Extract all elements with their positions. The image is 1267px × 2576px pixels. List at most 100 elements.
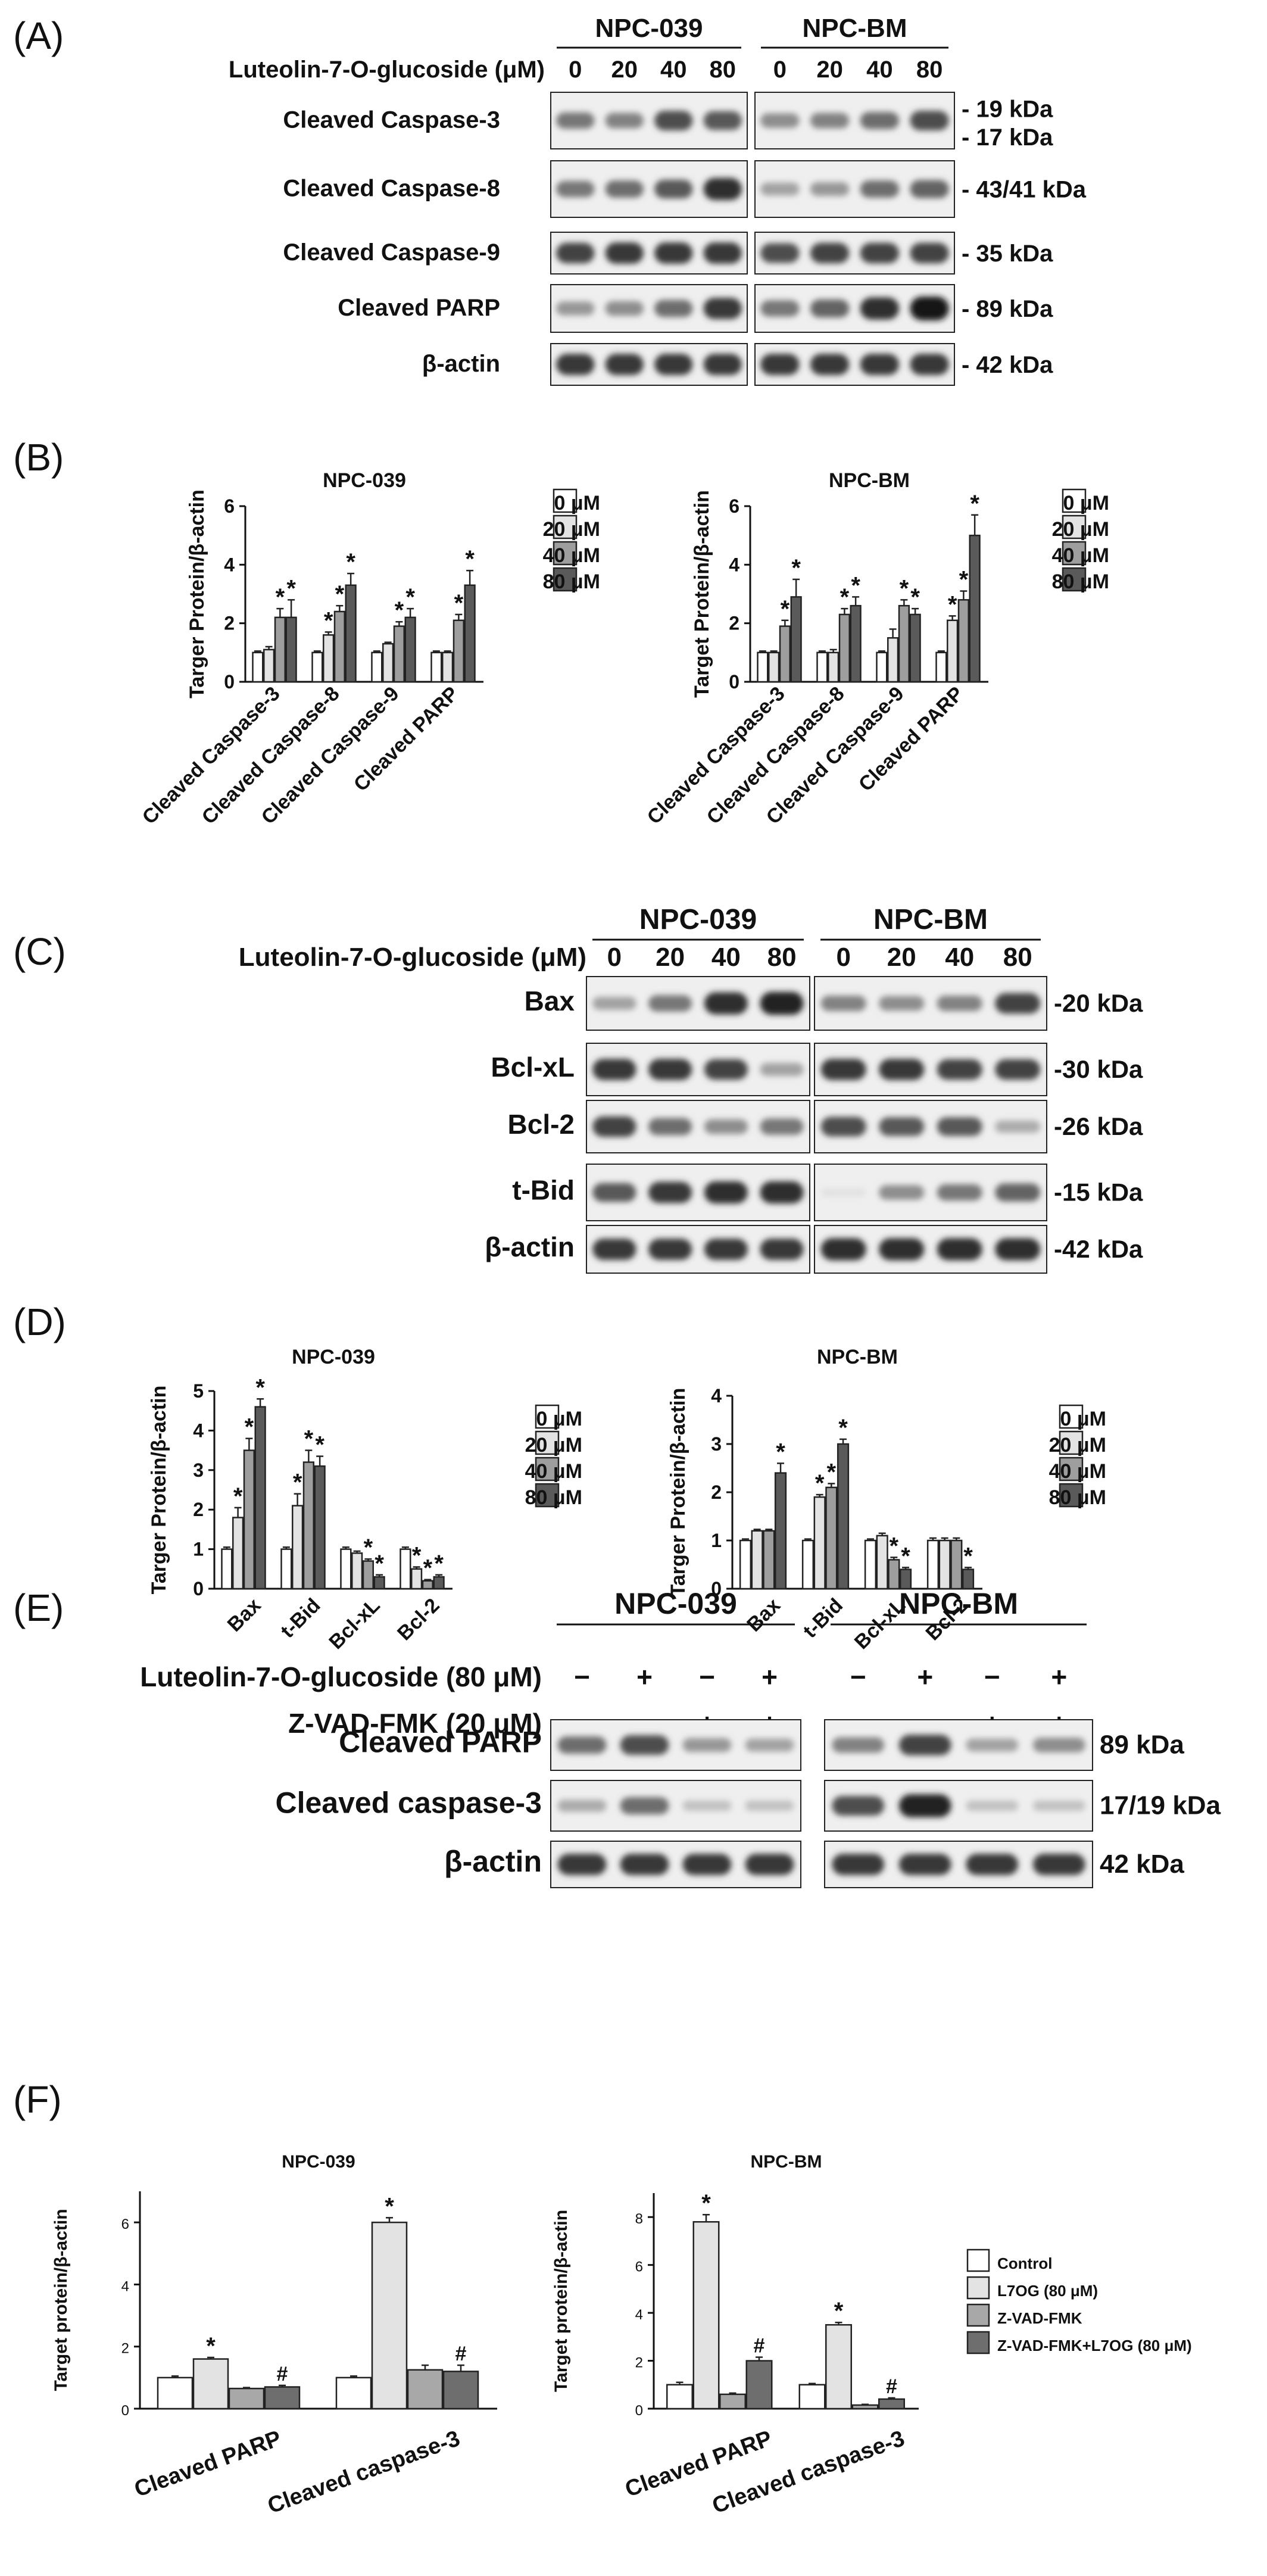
bar: [950, 1539, 963, 1590]
legend-label: 0 μM: [1060, 1408, 1106, 1430]
x-tick-label: Bcl-xL: [324, 1594, 384, 1654]
bar: [909, 613, 921, 683]
significance-star: *: [315, 1432, 324, 1458]
significance-star: *: [791, 555, 801, 581]
legend-label: 80 μM: [1052, 570, 1109, 593]
bar: [373, 1576, 385, 1590]
blot-band: [995, 1059, 1041, 1080]
treatment-label: Z-VAD-FMK (20 μM): [288, 1708, 542, 1739]
significance-star: *: [851, 572, 860, 598]
x-tick-label: Cleaved PARP: [349, 682, 463, 796]
legend-swatch: [1059, 1457, 1084, 1482]
protein-label: t-Bid: [512, 1175, 575, 1206]
panel-label: (E): [13, 1586, 64, 1629]
y-tick-label: 0: [711, 1578, 722, 1599]
bar: [813, 1496, 826, 1590]
blot-band: [760, 243, 800, 263]
blot-band: [820, 1117, 866, 1137]
blot-band: [654, 179, 693, 199]
legend-swatch: [966, 2276, 990, 2300]
significance-star: *: [959, 567, 969, 593]
legend-label: 40 μM: [1052, 544, 1109, 567]
blot-band: [682, 1800, 732, 1811]
blot-band: [620, 1797, 669, 1814]
sign-label: −: [984, 1661, 1000, 1692]
y-tick-label: 0: [224, 671, 235, 693]
mw-label: -30 kDa: [1054, 1055, 1143, 1083]
blot-band: [966, 1854, 1019, 1875]
bar: [957, 599, 969, 683]
blot-band: [810, 354, 850, 375]
bar: [430, 651, 442, 683]
dose-label: 0: [607, 943, 622, 972]
treatment-label: Luteolin-7-O-glucoside (80 μM): [140, 1661, 542, 1692]
legend-swatch: [535, 1483, 560, 1508]
legend-label: L7OG (80 μM): [997, 2282, 1098, 2300]
legend-label: 0 μM: [536, 1408, 582, 1430]
bar: [825, 1486, 838, 1590]
treatment-label: Luteolin-7-O-glucoside (μM): [229, 57, 545, 83]
bar: [887, 637, 899, 683]
bar: [362, 1560, 374, 1590]
blot-band: [703, 177, 742, 201]
x-tick-label: Bax: [223, 1594, 266, 1636]
legend-swatch: [1062, 541, 1087, 566]
bar: [768, 651, 780, 683]
blot-band: [745, 1738, 794, 1752]
bar: [739, 1539, 752, 1590]
dose-label: 20: [887, 943, 916, 972]
bar: [292, 1505, 304, 1590]
protein-label: Cleaved Caspase-9: [283, 239, 500, 266]
blot-band: [820, 996, 866, 1011]
blot-band: [860, 180, 900, 198]
bar: [264, 2386, 301, 2410]
blot-band: [910, 354, 949, 375]
protein-label: Bax: [525, 986, 575, 1016]
bar: [801, 1539, 815, 1590]
blot-band: [557, 1854, 607, 1875]
mw-label: - 43/41 kDa: [962, 177, 1087, 203]
dose-label: 40: [711, 943, 741, 972]
mw-label: - 42 kDa: [962, 352, 1053, 378]
significance-star: *: [840, 584, 850, 610]
blot-band: [937, 996, 982, 1011]
panel-label: (D): [13, 1301, 66, 1343]
bar: [302, 1461, 314, 1590]
bar: [825, 2324, 852, 2410]
bar: [774, 1472, 787, 1590]
panel-label: (C): [13, 930, 66, 973]
blot-band: [832, 1796, 885, 1816]
y-axis-label: Target protein/β-actin: [551, 2210, 571, 2392]
blot-band: [995, 1183, 1041, 1202]
y-tick-label: 6: [729, 495, 739, 517]
blot-band: [832, 1854, 885, 1875]
blot-band: [810, 113, 850, 129]
legend-label: 40 μM: [525, 1460, 582, 1483]
bar: [876, 1535, 888, 1590]
bar: [947, 619, 959, 683]
blot-band: [879, 996, 925, 1011]
mw-label: - 17 kDa: [962, 124, 1053, 151]
bar: [314, 1465, 326, 1590]
x-tick-label: Cleaved PARP: [131, 2426, 285, 2502]
blot-band: [745, 1854, 794, 1875]
significance-hash: #: [455, 2343, 467, 2365]
dose-label: 40: [660, 57, 687, 83]
panel-label: (A): [13, 14, 64, 57]
protein-label: Cleaved Caspase-8: [283, 176, 500, 202]
bar: [969, 534, 981, 683]
bar: [837, 1443, 850, 1590]
y-tick-label: 0: [635, 2403, 643, 2419]
blot-band: [704, 992, 748, 1015]
chart-title: NPC-BM: [817, 1346, 898, 1368]
bar: [798, 2384, 826, 2410]
blot-band: [860, 354, 900, 375]
bar: [422, 1580, 433, 1590]
legend-label: 80 μM: [525, 1486, 582, 1509]
blot-band: [704, 1059, 748, 1080]
blot-band: [592, 1116, 636, 1137]
significance-star: *: [838, 1415, 848, 1441]
y-tick-label: 4: [224, 554, 235, 575]
significance-star: *: [276, 584, 285, 610]
protein-label: Cleaved Caspase-3: [283, 107, 500, 133]
